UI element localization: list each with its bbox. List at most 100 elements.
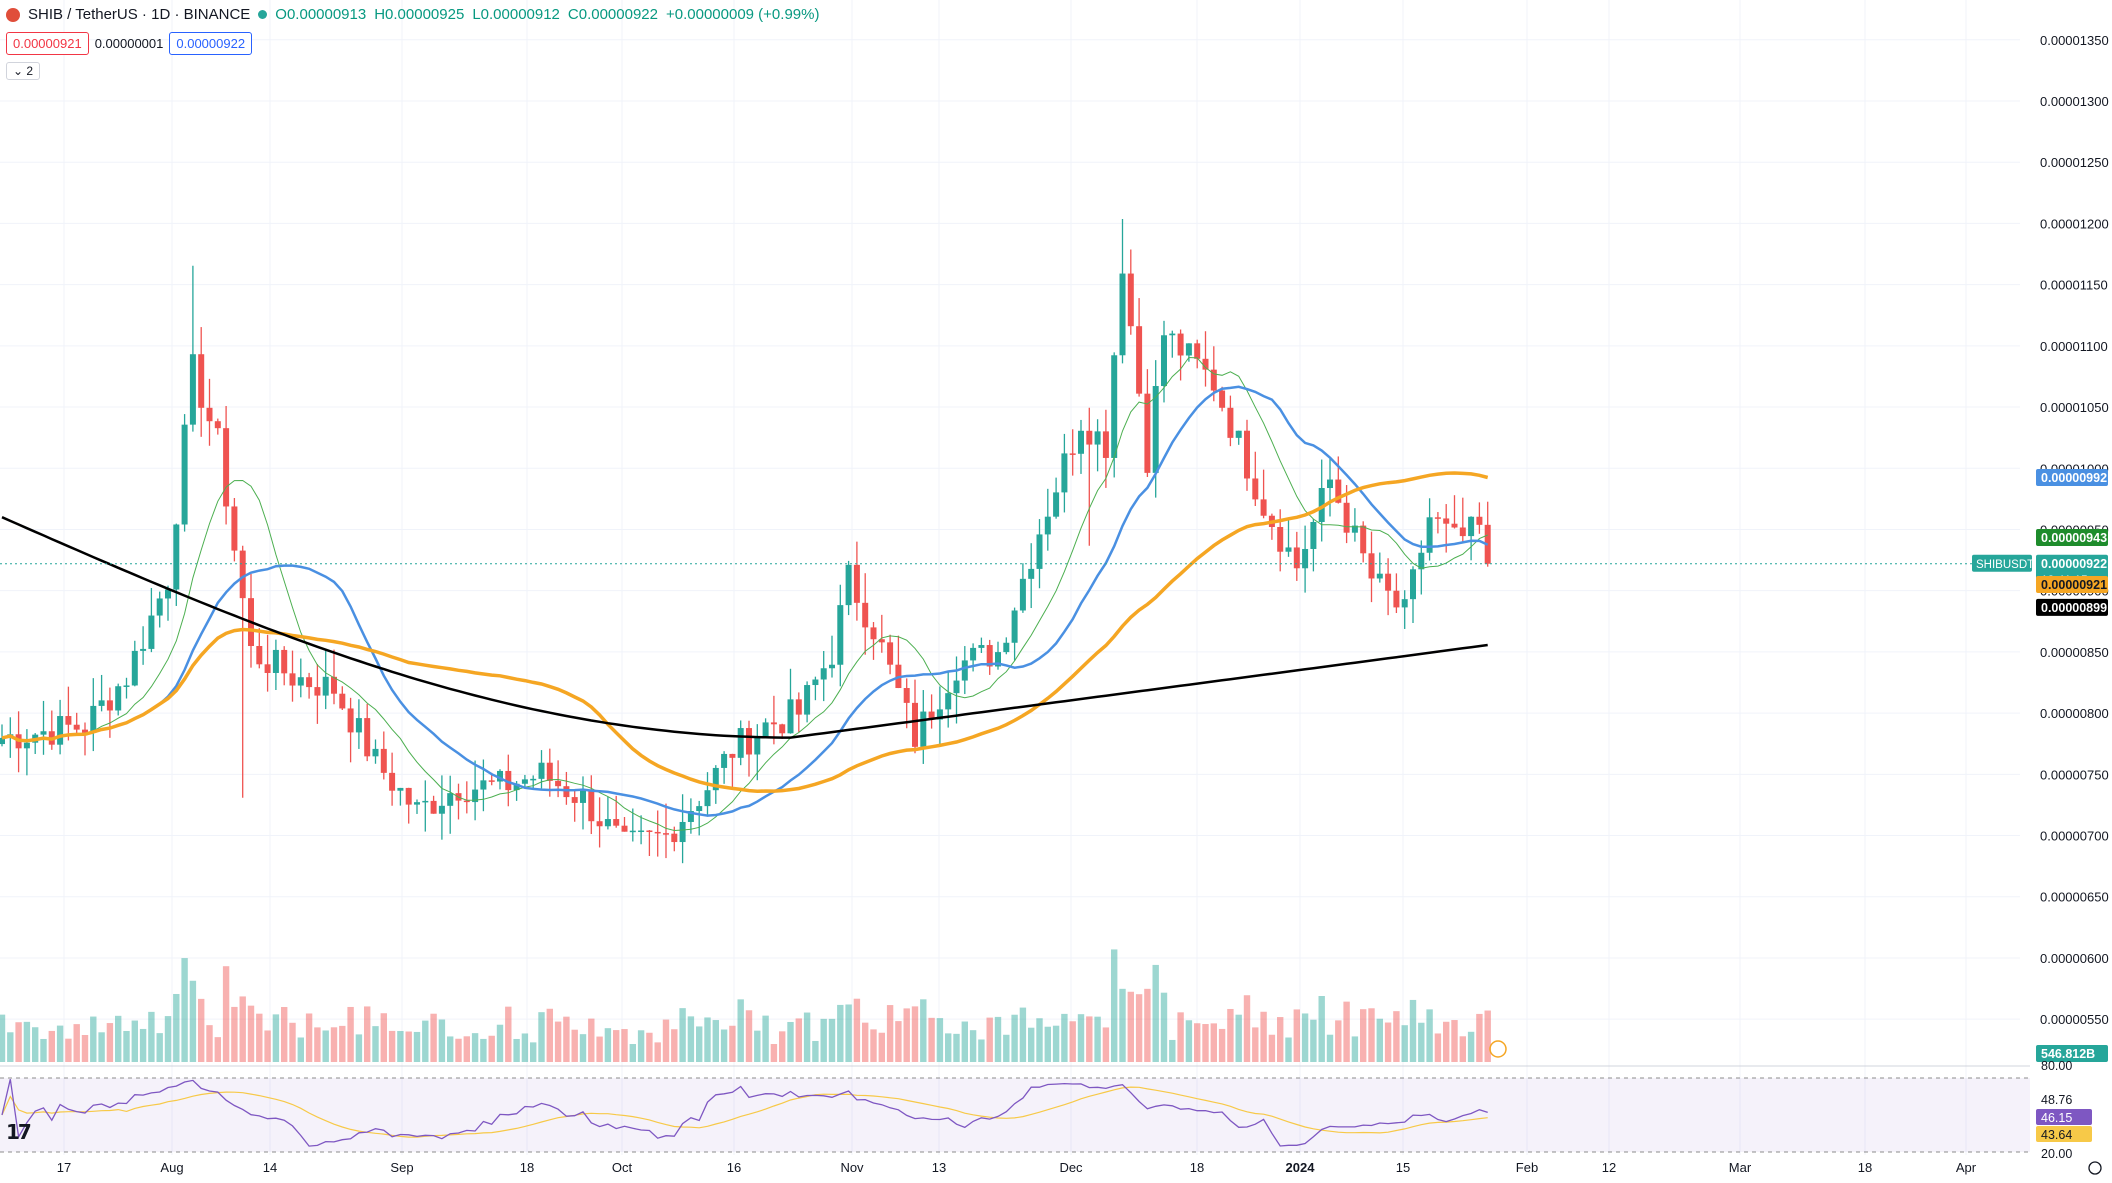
volume-bar — [164, 1016, 172, 1062]
volume-bar — [546, 1008, 553, 1062]
volume-bar — [1376, 1018, 1383, 1062]
candle-body — [480, 780, 487, 790]
volume-bar — [961, 1021, 968, 1062]
candle-body — [571, 797, 578, 803]
candle-body — [945, 693, 952, 710]
candle-body — [953, 680, 960, 694]
candle-body — [920, 711, 927, 747]
candle-body — [1310, 521, 1317, 549]
candle-body — [1111, 355, 1118, 458]
candle-body — [1476, 516, 1483, 525]
volume-bar — [1227, 1008, 1234, 1062]
lightning-icon — [1489, 1040, 1507, 1058]
volume-bar — [131, 1020, 138, 1062]
candle-body — [1368, 553, 1375, 579]
candle-body — [447, 793, 454, 806]
candle-body — [1451, 523, 1458, 528]
volume-bar — [231, 1006, 238, 1062]
spread-value: 0.00000001 — [94, 36, 164, 51]
candle-body — [1443, 518, 1450, 524]
candle-body — [887, 642, 894, 665]
volume-bar — [704, 1017, 711, 1062]
candle-body — [106, 700, 113, 711]
volume-bar — [1268, 1034, 1276, 1062]
volume-bar — [1169, 1039, 1176, 1062]
volume-bar — [1484, 1010, 1491, 1062]
volume-bar — [654, 1042, 661, 1062]
candle-body — [1335, 479, 1342, 503]
ma-blue-value: 0.00000992 — [2041, 471, 2107, 485]
volume-bar — [1094, 1016, 1101, 1062]
candle-body — [862, 602, 869, 628]
y-tick-label: 0.00000650 — [2040, 890, 2109, 905]
volume-bar — [1476, 1013, 1483, 1062]
ohlc-open: O0.00000913 — [275, 6, 367, 23]
volume-bar — [1086, 1016, 1093, 1062]
ma-black-value-bg — [2036, 598, 2108, 616]
volume-bar — [48, 1030, 55, 1062]
volume-bar — [471, 1033, 479, 1062]
candle-body — [181, 424, 188, 525]
indicators-toggle-button[interactable]: ⌄ 2 — [6, 62, 41, 80]
y-tick-label: 0.00001100 — [2040, 339, 2108, 354]
volume-bar — [903, 1008, 910, 1062]
candle-body — [355, 718, 362, 733]
volume-bar — [7, 1032, 14, 1062]
volume-bar — [447, 1036, 454, 1062]
candle-body — [347, 708, 354, 733]
candle-body — [795, 699, 802, 715]
volume-bar — [289, 1022, 296, 1062]
candle-body — [712, 767, 719, 791]
candle-body — [331, 676, 337, 694]
x-tick-label: 13 — [932, 1160, 946, 1175]
candle-body — [928, 711, 935, 720]
volume-bar — [1127, 991, 1134, 1062]
volume-bar — [720, 1029, 728, 1062]
candle-body — [978, 645, 985, 648]
volume-bar — [347, 1006, 354, 1062]
volume-bar — [978, 1039, 985, 1062]
gear-icon — [2088, 1161, 2102, 1175]
x-tick-label: Nov — [840, 1160, 864, 1175]
candle-body — [57, 716, 64, 745]
rsi-tick-80: 80.00 — [2041, 1059, 2072, 1073]
candle-body — [970, 647, 977, 661]
candle-body — [1468, 516, 1475, 537]
volume-bar — [1318, 996, 1325, 1062]
candle-body — [1202, 358, 1209, 370]
volume-bar — [994, 1016, 1002, 1062]
candle-body — [936, 709, 943, 720]
shib-logo-icon — [6, 7, 20, 22]
volume-bar — [405, 1031, 412, 1062]
volume-bar — [413, 1031, 421, 1062]
candle-body — [497, 770, 503, 782]
candle-body — [1244, 430, 1250, 479]
y-tick-label: 0.00000700 — [2040, 829, 2109, 844]
symbol-title[interactable]: SHIB / TetherUS · 1D · BINANCE — [28, 6, 251, 23]
buy-button[interactable]: 0.00000922 — [169, 32, 253, 55]
candle-body — [961, 660, 968, 681]
volume-bar — [820, 1018, 827, 1062]
candle-body — [779, 724, 786, 734]
volume-value-bg — [2036, 1045, 2108, 1062]
volume-bar — [123, 1030, 130, 1062]
candle-body — [530, 778, 537, 781]
volume-bar — [355, 1034, 363, 1062]
candle-body — [505, 770, 512, 791]
candle-body — [206, 407, 213, 422]
x-tick-label: 2024 — [1286, 1160, 1316, 1175]
volume-bar — [81, 1035, 89, 1062]
volume-bar — [40, 1038, 47, 1062]
volume-bar — [281, 1007, 288, 1062]
volume-bar — [795, 1018, 802, 1062]
volume-bar — [1152, 964, 1159, 1062]
sell-button[interactable]: 0.00000921 — [6, 32, 89, 55]
volume-bar — [1210, 1023, 1217, 1062]
candle-body — [613, 819, 620, 826]
volume-bar — [646, 1032, 653, 1062]
candle-body — [1161, 335, 1167, 387]
volume-bar — [496, 1024, 504, 1062]
candle-body — [380, 748, 387, 773]
volume-bar — [878, 1032, 885, 1062]
